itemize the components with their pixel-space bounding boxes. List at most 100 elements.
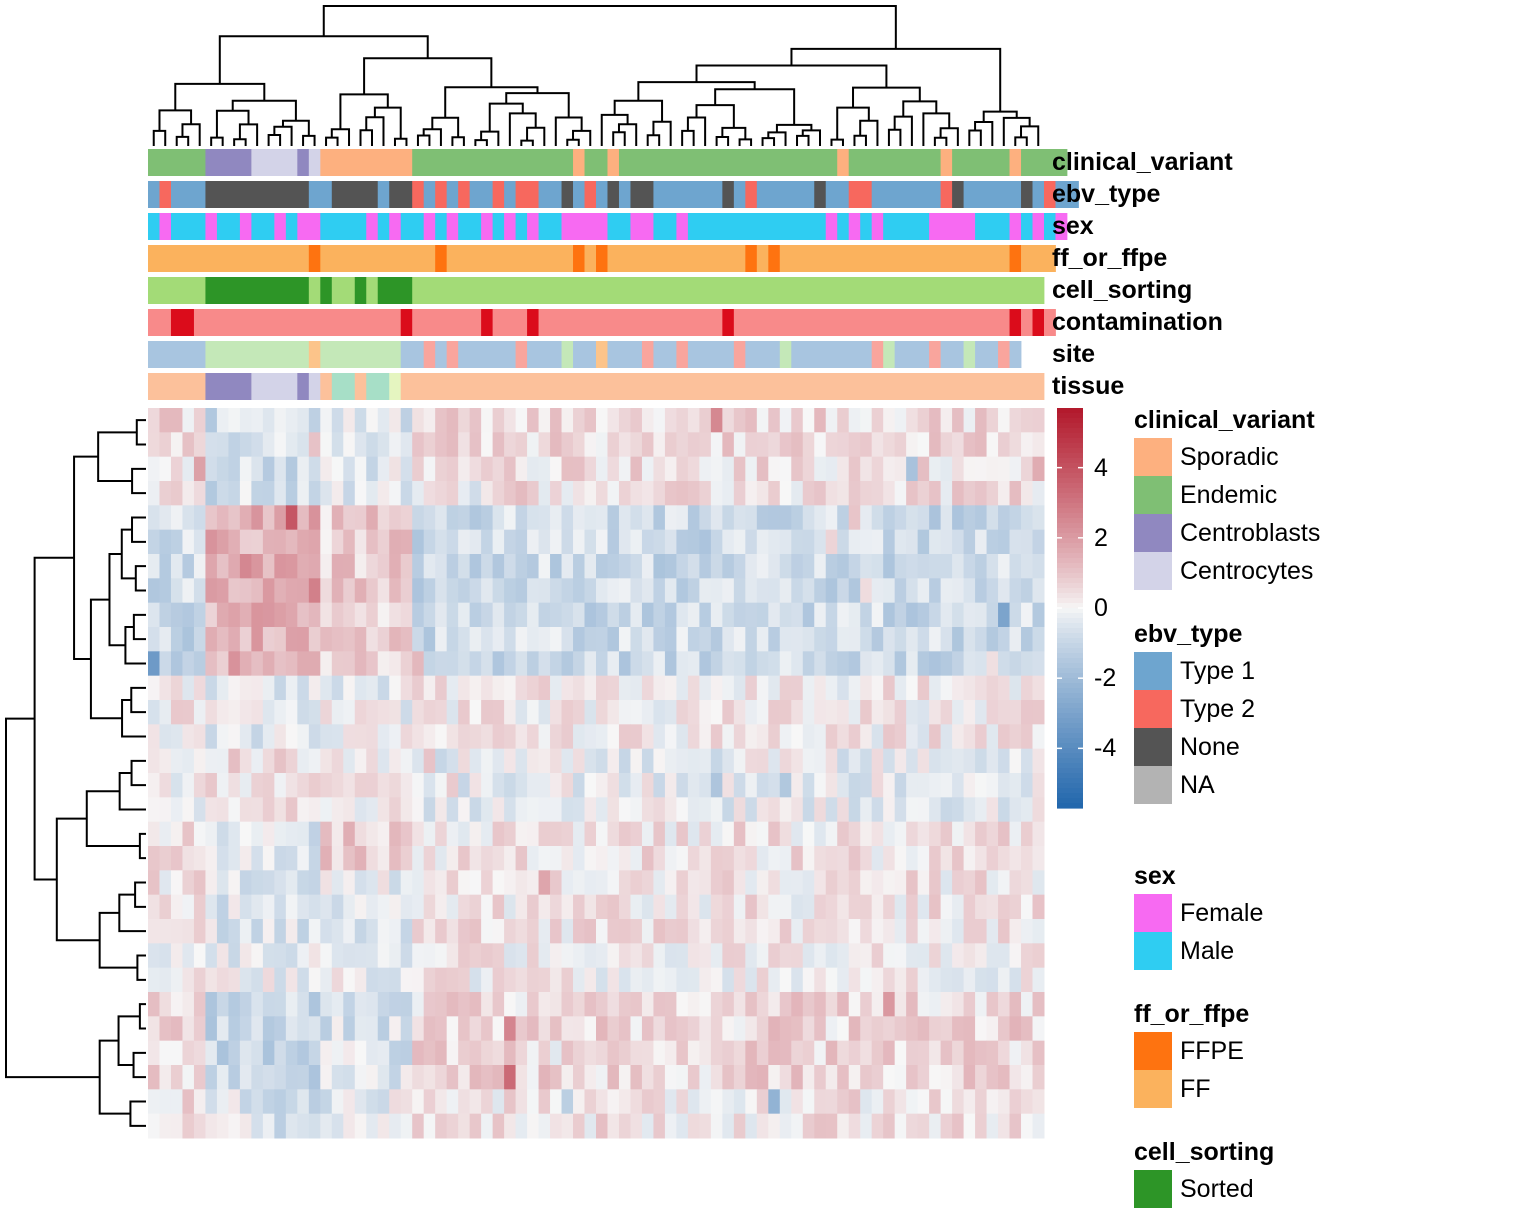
annotation-cell-site [779, 341, 792, 368]
heatmap-cell [710, 748, 723, 774]
heatmap-cell [446, 870, 459, 896]
heatmap-cell [469, 992, 482, 1017]
heatmap-cell [825, 724, 838, 750]
heatmap-cell [469, 919, 482, 944]
heatmap-cell [641, 627, 654, 652]
heatmap-cell [1032, 505, 1045, 531]
heatmap-cell [354, 554, 367, 579]
heatmap-cell [297, 1065, 310, 1090]
heatmap-cell [193, 700, 206, 725]
heatmap-cell [228, 505, 241, 531]
heatmap-cell [1009, 554, 1022, 579]
heatmap-cell [676, 724, 689, 750]
heatmap-cell [825, 1113, 838, 1139]
heatmap-cell [848, 432, 861, 458]
heatmap-cell [975, 992, 988, 1017]
heatmap-cell [653, 456, 666, 482]
heatmap-cell [630, 797, 643, 823]
color-scale-segment [1057, 663, 1083, 669]
heatmap-cell [148, 1016, 160, 1042]
heatmap-cell [584, 992, 597, 1017]
heatmap-cell [308, 554, 321, 579]
heatmap-cell [297, 1040, 310, 1066]
heatmap-cell [573, 627, 586, 652]
heatmap-cell [860, 1065, 873, 1090]
heatmap-cell [998, 1016, 1011, 1042]
heatmap-cell [768, 967, 781, 993]
heatmap-cell [653, 651, 666, 677]
annotation-cell-clinical_variant [1009, 149, 1022, 176]
heatmap-cell [940, 554, 953, 579]
heatmap-cell [400, 967, 413, 993]
color-scale-segment [1057, 543, 1083, 549]
heatmap-cell [389, 1065, 402, 1090]
heatmap-cell [768, 724, 781, 750]
annotation-cell-ebv_type [469, 181, 494, 208]
heatmap-cell [607, 724, 620, 750]
heatmap-cell [779, 1065, 792, 1090]
heatmap-cell [285, 432, 298, 458]
color-scale-segment [1057, 558, 1083, 564]
heatmap-cell [963, 432, 976, 458]
color-scale-segment [1057, 423, 1083, 429]
heatmap-cell [837, 797, 850, 823]
heatmap-cell [906, 408, 919, 433]
row-dendrogram-branch [135, 419, 146, 446]
heatmap-cell [1032, 408, 1045, 433]
heatmap-cell [814, 919, 827, 944]
heatmap-cell [435, 992, 448, 1017]
heatmap-cell [733, 432, 746, 458]
heatmap-cell [504, 870, 517, 896]
heatmap-cell [871, 505, 884, 531]
heatmap-cell [159, 894, 172, 920]
heatmap-cell [193, 651, 206, 677]
heatmap-cell [676, 1065, 689, 1090]
heatmap-cell [1009, 481, 1022, 506]
heatmap-cell [148, 1040, 160, 1066]
heatmap-cell [883, 700, 896, 725]
heatmap-cell [504, 1016, 517, 1042]
heatmap-cell [998, 797, 1011, 823]
heatmap-cell [791, 1016, 804, 1042]
heatmap-cell [745, 894, 758, 920]
heatmap-cell [216, 1040, 229, 1066]
annotation-cell-site [653, 341, 677, 368]
heatmap-cell [469, 894, 482, 920]
heatmap-cell [641, 724, 654, 750]
heatmap-cell [756, 554, 769, 579]
heatmap-cell [607, 821, 620, 847]
heatmap-cell [664, 578, 677, 604]
heatmap-cell [687, 529, 700, 555]
heatmap-cell [906, 1065, 919, 1090]
heatmap-cell [791, 1040, 804, 1066]
heatmap-cell [596, 432, 608, 458]
heatmap-cell [975, 797, 988, 823]
heatmap-cell [193, 894, 206, 920]
heatmap-cell [894, 724, 907, 750]
heatmap-cell [768, 773, 781, 798]
heatmap-cell [1021, 554, 1034, 579]
heatmap-cell [343, 821, 356, 847]
row-dendrogram [5, 419, 146, 1127]
heatmap-cell [423, 554, 436, 579]
heatmap-cell [538, 870, 551, 896]
annotation-cell-sex [389, 213, 402, 240]
heatmap-cell [618, 1016, 631, 1042]
heatmap-cell [871, 870, 884, 896]
heatmap-cell [366, 505, 379, 531]
heatmap-cell [297, 992, 310, 1017]
heatmap-cell [584, 554, 597, 579]
heatmap-cell [871, 432, 884, 458]
heatmap-cell [860, 1089, 873, 1115]
heatmap-cell [630, 846, 643, 871]
heatmap-cell [331, 846, 344, 871]
heatmap-cell [538, 627, 551, 652]
color-scale-tick-label: 0 [1094, 594, 1108, 622]
heatmap-cell [538, 602, 551, 628]
heatmap-cell [756, 846, 769, 871]
heatmap-cell [779, 797, 792, 823]
heatmap-cell [894, 602, 907, 628]
heatmap-cell [527, 821, 540, 847]
heatmap-cell [676, 505, 689, 531]
heatmap-cell [205, 1113, 218, 1139]
